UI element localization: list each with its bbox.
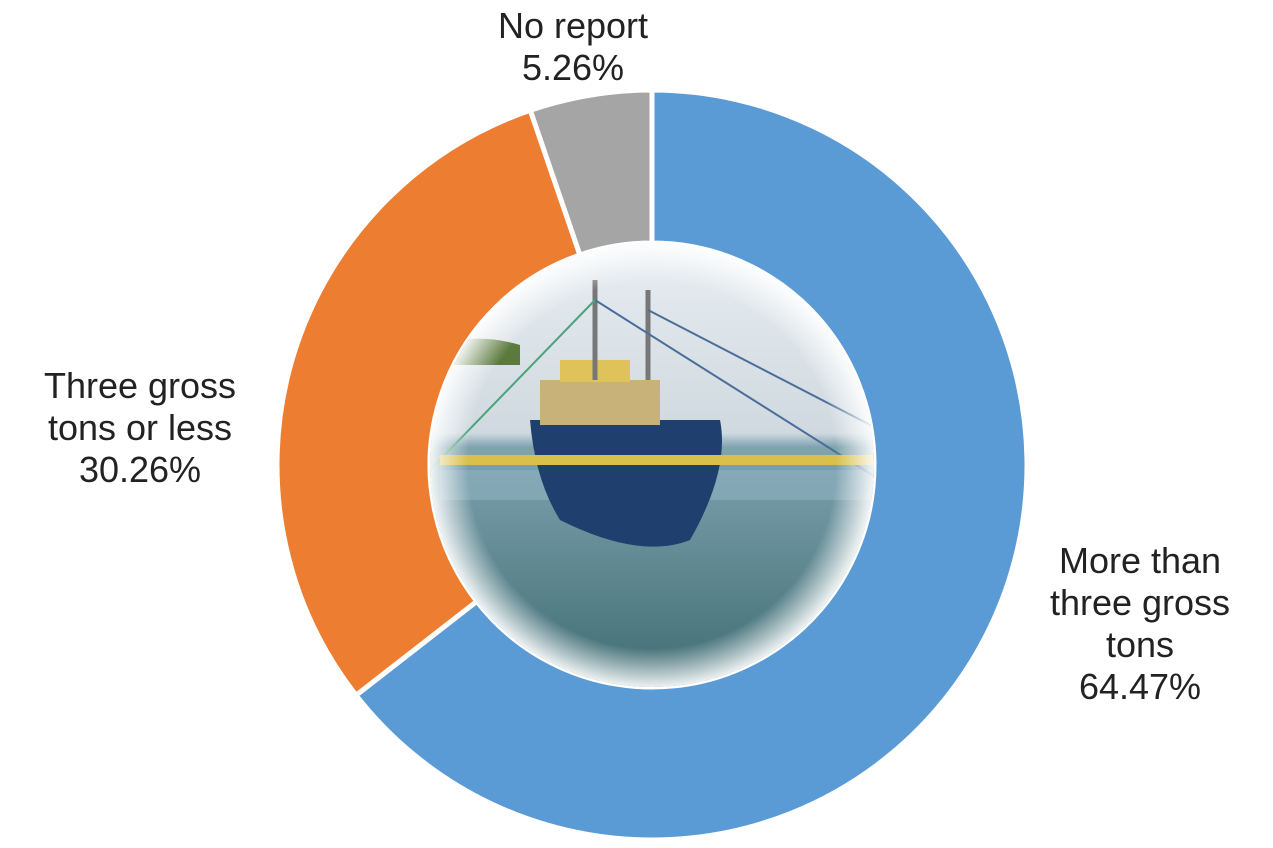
category-label: No report (497, 5, 649, 46)
value-label: 64.47% (1078, 666, 1202, 707)
center-photo (430, 243, 874, 687)
value-label: 30.26% (78, 449, 202, 490)
slice-label: No report 5.26% (413, 5, 733, 89)
category-label: More than three gross tons (1049, 540, 1231, 665)
slice-label: More than three gross tons 64.47% (1025, 540, 1255, 708)
category-label: Three gross tons or less (43, 365, 237, 448)
value-label: 5.26% (521, 47, 625, 88)
slice-label: Three gross tons or less 30.26% (25, 365, 255, 491)
